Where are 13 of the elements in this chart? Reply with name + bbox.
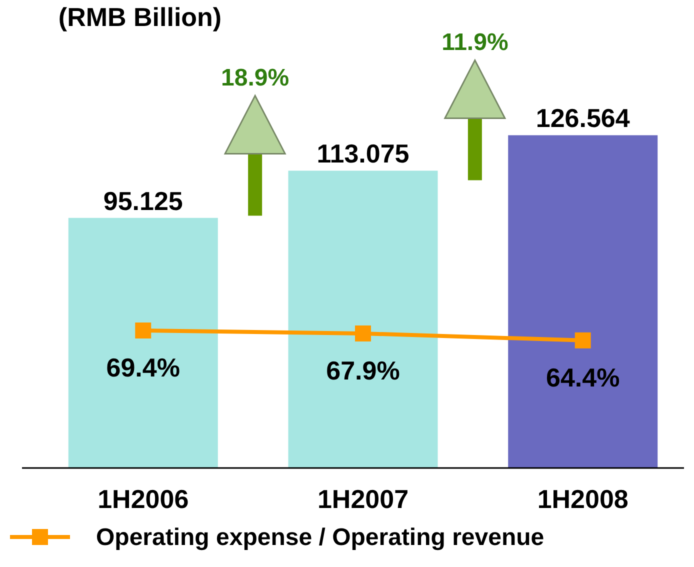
chart-title: (RMB Billion) xyxy=(58,2,222,32)
x-tick-label: 1H2006 xyxy=(98,484,189,514)
text: 11.9% xyxy=(442,29,508,56)
data-label: 67.9% xyxy=(326,355,400,386)
x-tick-label: 1H2008 xyxy=(537,484,628,514)
data-label: 126.564 xyxy=(536,103,630,134)
data-label: 64.4% xyxy=(546,362,620,392)
data-label: 95.125 xyxy=(103,186,183,216)
legend-label: Operating expense / Operating revenue xyxy=(96,524,544,551)
data-label: 113.075 xyxy=(316,138,410,169)
text: 18.9% xyxy=(221,64,290,92)
x-tick-label: 1H2007 xyxy=(317,484,409,514)
data-label: 69.4% xyxy=(106,352,180,382)
